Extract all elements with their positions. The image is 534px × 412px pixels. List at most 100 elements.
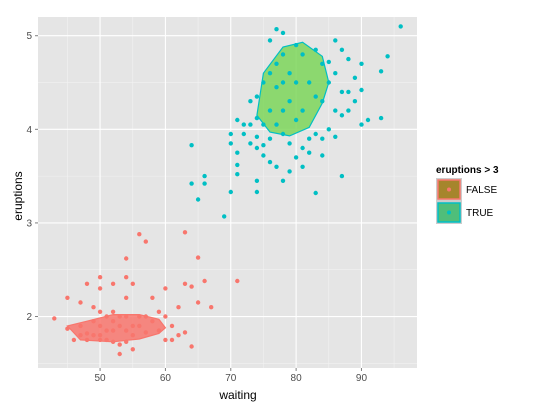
data-point-true xyxy=(359,122,364,127)
data-point-true xyxy=(235,150,240,155)
data-point-true xyxy=(261,143,266,148)
data-point-true xyxy=(280,108,286,113)
data-point-false xyxy=(97,337,103,343)
data-point-true xyxy=(352,75,358,81)
data-point-false xyxy=(124,314,129,319)
data-point-false xyxy=(110,319,116,324)
data-point-true xyxy=(267,108,273,113)
data-point-true xyxy=(254,94,260,99)
data-point-true xyxy=(313,190,318,196)
data-point-true xyxy=(280,131,286,137)
data-point-false xyxy=(97,286,103,291)
plot-panel-layer xyxy=(38,17,417,368)
data-point-false xyxy=(110,328,116,333)
data-point-true xyxy=(280,80,286,85)
data-point-false xyxy=(97,309,103,314)
data-point-true xyxy=(333,38,338,43)
data-point-true xyxy=(326,59,331,65)
data-point-true xyxy=(300,52,305,57)
data-point-false xyxy=(124,339,129,344)
data-point-false xyxy=(209,305,214,310)
data-point-false xyxy=(130,281,135,286)
data-point-false xyxy=(110,309,116,314)
data-point-false xyxy=(137,232,142,237)
data-point-false xyxy=(169,337,175,343)
data-point-false xyxy=(150,319,155,324)
data-point-true xyxy=(339,89,345,95)
data-point-true xyxy=(248,122,253,127)
data-point-true xyxy=(261,122,266,127)
y-tick-label: 5 xyxy=(26,31,32,42)
data-point-false xyxy=(52,316,57,321)
tick-layer: 50 60 70 80 90 2 3 4 5 xyxy=(26,31,367,384)
data-point-true xyxy=(320,153,325,158)
data-point-false xyxy=(91,305,96,310)
data-point-true xyxy=(320,61,325,66)
y-tick-label: 4 xyxy=(26,125,32,136)
data-point-true xyxy=(267,136,273,141)
data-point-true xyxy=(202,173,207,179)
legend-label-true: TRUE xyxy=(466,208,494,219)
data-point-false xyxy=(104,314,109,319)
data-point-false xyxy=(84,331,90,336)
data-point-true xyxy=(293,80,299,85)
data-point-false xyxy=(97,333,103,338)
data-point-true xyxy=(385,54,390,59)
plot-panel xyxy=(38,17,417,368)
data-point-false xyxy=(195,300,201,305)
data-point-false xyxy=(202,278,207,284)
data-point-true xyxy=(189,143,194,148)
x-axis-title: waiting xyxy=(218,388,256,402)
x-tick-label: 60 xyxy=(160,373,172,384)
data-point-true xyxy=(287,99,292,104)
data-point-true xyxy=(235,172,240,177)
data-point-true xyxy=(346,56,351,62)
data-point-false xyxy=(182,281,188,286)
x-tick-label: 70 xyxy=(225,373,237,384)
data-point-false xyxy=(143,330,148,335)
data-point-true xyxy=(313,47,318,52)
data-point-true xyxy=(228,141,233,146)
data-point-false xyxy=(176,305,181,310)
data-point-true xyxy=(313,94,318,99)
data-point-true xyxy=(378,115,384,121)
legend-key-false-point xyxy=(447,187,451,192)
data-point-true xyxy=(359,61,364,66)
data-point-false xyxy=(163,314,168,319)
data-point-true xyxy=(267,71,273,76)
legend-title: eruptions > 3 xyxy=(436,165,499,176)
y-axis-title: eruptions xyxy=(11,171,25,220)
data-point-true xyxy=(235,162,240,168)
data-point-true xyxy=(339,113,345,118)
data-point-false xyxy=(78,333,83,338)
data-point-true xyxy=(300,164,305,169)
data-point-true xyxy=(352,99,358,104)
data-point-false xyxy=(71,337,77,343)
data-point-false xyxy=(163,337,168,343)
data-point-true xyxy=(254,134,260,139)
data-point-true xyxy=(228,131,233,137)
data-point-true xyxy=(241,122,246,127)
legend-item-true: TRUE xyxy=(436,201,494,224)
data-point-true xyxy=(248,141,253,146)
data-point-true xyxy=(254,178,260,183)
data-point-true xyxy=(333,134,338,139)
data-point-true xyxy=(346,89,351,95)
data-point-false xyxy=(163,286,168,291)
data-point-false xyxy=(137,314,142,319)
data-point-false xyxy=(97,275,103,280)
data-point-true xyxy=(248,99,253,104)
data-point-true xyxy=(313,131,318,137)
y-tick-label: 2 xyxy=(26,312,32,323)
data-point-false xyxy=(124,295,129,300)
data-point-true xyxy=(228,189,233,195)
data-point-true xyxy=(274,27,279,32)
data-point-true xyxy=(359,87,364,93)
data-point-false xyxy=(78,323,83,329)
data-point-true xyxy=(326,80,331,85)
data-point-false xyxy=(110,281,116,286)
data-point-true xyxy=(365,117,371,123)
data-point-true xyxy=(333,71,338,76)
data-point-false xyxy=(65,326,70,331)
data-point-true xyxy=(300,108,305,113)
